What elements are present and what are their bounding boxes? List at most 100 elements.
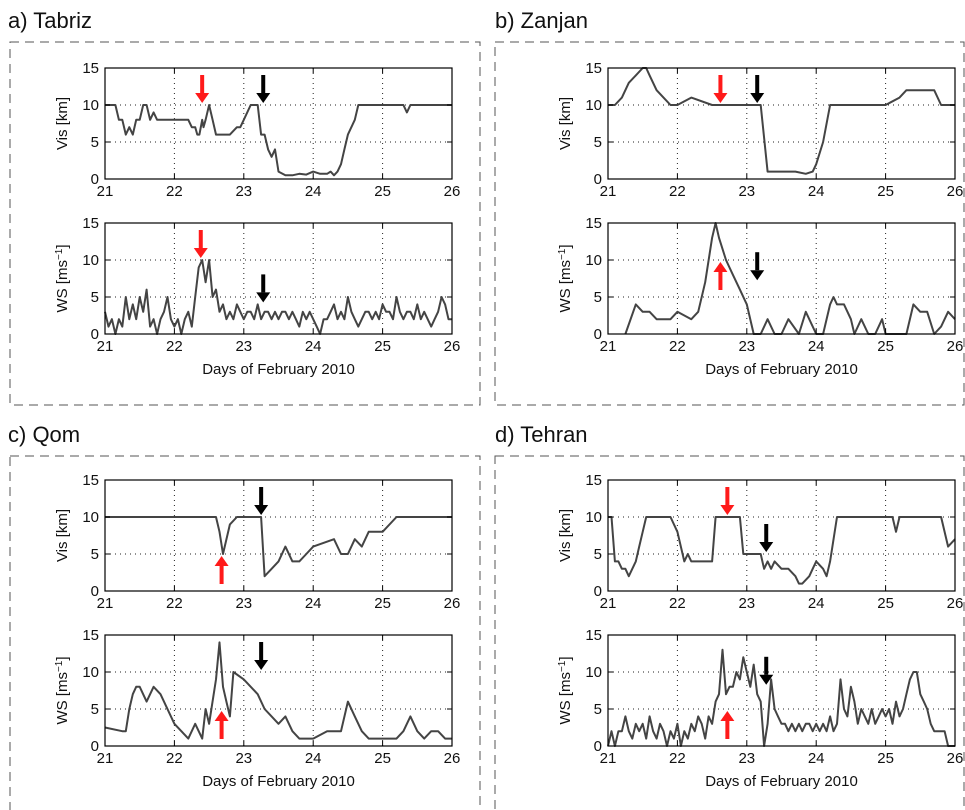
black-arrow-icon-head bbox=[759, 674, 774, 685]
x-tick-label: 23 bbox=[235, 595, 252, 612]
red-arrow-icon bbox=[195, 75, 210, 103]
axes-frame bbox=[607, 479, 956, 592]
x-tick-label: 26 bbox=[444, 338, 461, 355]
y-axis-label: WS [ms−1] bbox=[54, 244, 72, 312]
red-arrow-icon bbox=[713, 262, 728, 290]
red-arrow-icon bbox=[214, 711, 229, 739]
x-tick-label: 23 bbox=[738, 750, 755, 767]
x-tick-label: 23 bbox=[738, 183, 755, 200]
y-tick-label: 10 bbox=[82, 664, 99, 681]
black-arrow-icon bbox=[759, 656, 774, 685]
x-tick-label: 24 bbox=[305, 338, 322, 355]
x-tick-label: 21 bbox=[97, 595, 114, 612]
red-arrow-icon-head bbox=[713, 93, 728, 103]
y-tick-label: 15 bbox=[82, 472, 99, 489]
red-arrow-icon bbox=[720, 487, 735, 515]
x-tick-label: 24 bbox=[808, 183, 825, 200]
x-tick-label: 26 bbox=[947, 183, 964, 200]
x-tick-label: 25 bbox=[877, 750, 894, 767]
series-line-a-ws bbox=[104, 259, 452, 335]
x-tick-label: 26 bbox=[947, 750, 964, 767]
y-tick-label: 0 bbox=[594, 326, 602, 343]
panel-a-x-axis-label: Days of February 2010 bbox=[202, 361, 355, 378]
panel-d-vis-axes: 21 22 23 24 25 26 0 5 10 15 Vis [km] bbox=[557, 472, 963, 612]
black-arrow-icon-head bbox=[256, 292, 271, 303]
x-tick-label: 22 bbox=[166, 595, 183, 612]
y-axis-label: WS [ms−1] bbox=[54, 656, 72, 724]
x-tick-label: 24 bbox=[305, 183, 322, 200]
black-arrow-icon-head bbox=[256, 93, 271, 103]
series-line-c-ws bbox=[104, 641, 452, 740]
x-tick-label: 25 bbox=[374, 750, 391, 767]
x-tick-label: 25 bbox=[877, 183, 894, 200]
panel-b-vis-axes: 21 22 23 24 25 26 0 5 10 15 Vis [km] bbox=[557, 60, 963, 200]
panel-c-vis-axes: 21 22 23 24 25 26 0 5 10 15 Vis [km] bbox=[54, 472, 460, 612]
y-tick-label: 5 bbox=[594, 289, 602, 306]
x-tick-label: 25 bbox=[374, 338, 391, 355]
y-tick-label: 10 bbox=[82, 97, 99, 114]
y-tick-label: 15 bbox=[585, 215, 602, 232]
red-arrow-icon-head bbox=[193, 248, 208, 258]
x-tick-label: 22 bbox=[669, 595, 686, 612]
black-arrow-icon bbox=[759, 524, 774, 552]
x-tick-label: 21 bbox=[600, 183, 617, 200]
panel-a-vis-axes: 21 22 23 24 25 26 0 5 10 15 Vis [km] bbox=[54, 60, 460, 200]
y-tick-label: 0 bbox=[91, 171, 99, 188]
black-arrow-icon bbox=[256, 274, 271, 303]
y-tick-label: 15 bbox=[585, 627, 602, 644]
y-tick-label: 15 bbox=[82, 627, 99, 644]
panel-a-title: a) Tabriz bbox=[8, 8, 92, 33]
x-tick-label: 25 bbox=[374, 595, 391, 612]
y-tick-label: 15 bbox=[585, 472, 602, 489]
red-arrow-icon bbox=[214, 556, 229, 584]
y-tick-label: 15 bbox=[82, 215, 99, 232]
axes-frame bbox=[607, 67, 956, 180]
black-arrow-icon-head bbox=[759, 542, 774, 552]
panel-c-title: c) Qom bbox=[8, 422, 80, 447]
x-tick-label: 21 bbox=[600, 750, 617, 767]
y-axis-label: WS [ms−1] bbox=[557, 244, 575, 312]
x-tick-label: 22 bbox=[669, 183, 686, 200]
y-tick-label: 5 bbox=[91, 546, 99, 563]
y-tick-label: 10 bbox=[585, 252, 602, 269]
y-tick-label: 10 bbox=[585, 664, 602, 681]
panel-b-ws-axes: 21 22 23 24 25 26 0 5 10 15 WS [ms−1] bbox=[557, 215, 964, 355]
axes-frame bbox=[104, 222, 453, 335]
y-tick-label: 10 bbox=[82, 509, 99, 526]
x-tick-label: 22 bbox=[166, 338, 183, 355]
panel-b-x-axis-label: Days of February 2010 bbox=[705, 361, 858, 378]
y-axis-label: Vis [km] bbox=[54, 509, 71, 562]
red-arrow-icon bbox=[713, 75, 728, 103]
y-tick-label: 0 bbox=[91, 326, 99, 343]
red-arrow-icon-head bbox=[214, 711, 229, 721]
x-tick-label: 23 bbox=[235, 750, 252, 767]
x-tick-label: 25 bbox=[877, 595, 894, 612]
x-tick-label: 25 bbox=[374, 183, 391, 200]
x-tick-label: 26 bbox=[947, 338, 964, 355]
black-arrow-icon-head bbox=[750, 270, 765, 281]
x-tick-label: 21 bbox=[600, 338, 617, 355]
y-tick-label: 15 bbox=[585, 60, 602, 77]
x-tick-label: 24 bbox=[808, 595, 825, 612]
y-tick-label: 0 bbox=[91, 738, 99, 755]
black-arrow-icon-head bbox=[254, 660, 269, 670]
x-tick-label: 21 bbox=[97, 750, 114, 767]
panel-d-x-axis-label: Days of February 2010 bbox=[705, 773, 858, 790]
x-tick-label: 25 bbox=[877, 338, 894, 355]
panel-c-ws-axes: 21 22 23 24 25 26 0 5 10 15 WS [ms−1] bbox=[54, 627, 461, 767]
x-tick-label: 26 bbox=[444, 595, 461, 612]
series-line-d-ws bbox=[607, 648, 955, 747]
panel-d-title: d) Tehran bbox=[495, 422, 588, 447]
y-tick-label: 5 bbox=[91, 289, 99, 306]
y-tick-label: 0 bbox=[91, 583, 99, 600]
y-tick-label: 0 bbox=[594, 738, 602, 755]
panel-b-title: b) Zanjan bbox=[495, 8, 588, 33]
axes-frame bbox=[104, 67, 453, 180]
y-tick-label: 10 bbox=[82, 252, 99, 269]
black-arrow-icon bbox=[254, 487, 269, 515]
y-tick-label: 5 bbox=[91, 701, 99, 718]
y-tick-label: 15 bbox=[82, 60, 99, 77]
red-arrow-icon-head bbox=[720, 711, 735, 721]
series-line-c-vis bbox=[105, 516, 452, 578]
